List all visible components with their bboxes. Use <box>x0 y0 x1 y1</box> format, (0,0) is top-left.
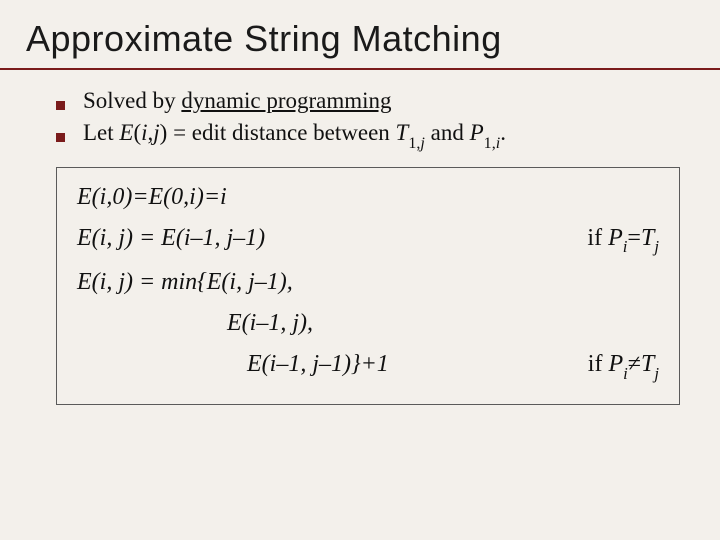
formula-line: E(i,0)=E(0,i)=i <box>77 184 659 211</box>
var-p: P <box>470 120 484 145</box>
sub: 1, <box>408 135 420 152</box>
t: ) = edit distance between <box>160 120 396 145</box>
eq: = <box>627 225 641 251</box>
text-span: Solved by <box>83 88 181 113</box>
slide: Approximate String Matching Solved by dy… <box>0 0 720 540</box>
t: if <box>587 225 608 251</box>
t: . <box>500 120 506 145</box>
formula-line: E(i–1, j–1)}+1 if Pi≠Tj <box>77 351 659 382</box>
sub-i: i <box>623 237 628 256</box>
bullet-marker-icon <box>56 133 65 142</box>
slide-title: Approximate String Matching <box>0 18 720 68</box>
bullet-list: Solved by dynamic programming Let E(i,j)… <box>56 88 720 151</box>
bullet-text: Solved by dynamic programming <box>83 88 392 114</box>
sub-j: j <box>420 135 424 152</box>
bullet-item: Let E(i,j) = edit distance between T1,j … <box>56 120 720 151</box>
var-t: T <box>396 120 409 145</box>
sub-j: j <box>654 237 659 256</box>
var-t: T <box>641 225 654 251</box>
eq-min-open: E(i, j) = min{E(i, j–1), <box>77 269 659 296</box>
bullet-marker-icon <box>56 101 65 110</box>
sub-i: i <box>623 364 628 383</box>
var-p: P <box>608 225 623 251</box>
formula-line: E(i, j) = E(i–1, j–1) if Pi=Tj <box>77 225 659 256</box>
var-e: E <box>119 120 133 145</box>
eq-base: E(i,0)=E(0,i)=i <box>77 184 659 211</box>
formula-line: E(i–1, j), <box>77 310 659 337</box>
var-p: P <box>608 351 623 377</box>
formula-line: E(i, j) = min{E(i, j–1), <box>77 269 659 296</box>
eq-match: E(i, j) = E(i–1, j–1) <box>77 225 587 252</box>
sub-j: j <box>654 364 659 383</box>
title-underline <box>0 68 720 70</box>
cond-nomatch: if Pi≠Tj <box>588 351 659 382</box>
cond-match: if Pi=Tj <box>587 225 659 256</box>
bullet-item: Solved by dynamic programming <box>56 88 720 114</box>
t: and <box>425 120 470 145</box>
t: ( <box>133 120 141 145</box>
eq-min-b: E(i–1, j), <box>77 310 659 337</box>
eq-min-close: E(i–1, j–1)}+1 <box>77 351 588 378</box>
formula-box: E(i,0)=E(0,i)=i E(i, j) = E(i–1, j–1) if… <box>56 167 680 406</box>
sub: 1, <box>484 135 496 152</box>
var-t: T <box>641 351 654 377</box>
t: if <box>588 351 609 377</box>
t: Let <box>83 120 119 145</box>
underlined-text: dynamic programming <box>181 88 391 113</box>
sub-i: i <box>496 135 500 152</box>
bullet-text: Let E(i,j) = edit distance between T1,j … <box>83 120 506 151</box>
neq: ≠ <box>628 351 641 377</box>
